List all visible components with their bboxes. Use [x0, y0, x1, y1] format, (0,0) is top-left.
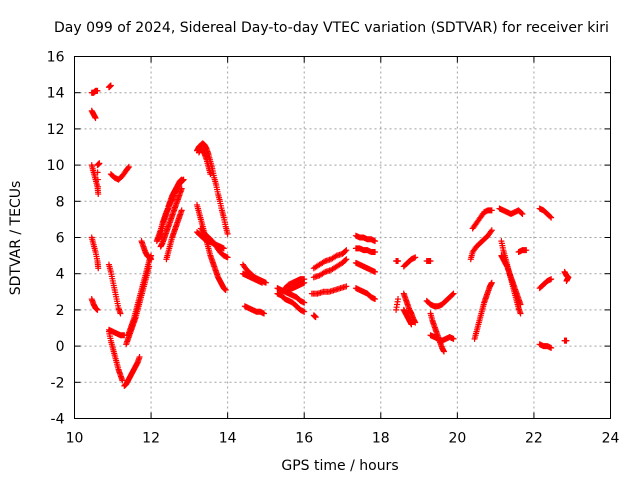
data-point	[488, 227, 495, 234]
data-point	[178, 176, 185, 183]
data-point	[259, 279, 266, 286]
y-tick-label: 6	[56, 231, 65, 247]
data-point	[563, 337, 570, 344]
x-tick-label: 20	[448, 431, 466, 447]
data-point	[547, 213, 554, 220]
data-point	[342, 248, 349, 255]
data-point	[427, 258, 434, 265]
data-point	[94, 306, 101, 313]
data-point	[393, 306, 400, 313]
data-point	[148, 256, 155, 263]
y-tick-label: 14	[47, 86, 65, 102]
data-point	[372, 248, 379, 255]
data-point	[95, 265, 102, 272]
data-point	[220, 245, 227, 252]
x-axis-title: GPS time / hours	[281, 458, 398, 474]
data-point	[301, 299, 308, 306]
x-tick-label: 24	[602, 431, 620, 447]
data-point	[117, 310, 124, 317]
data-point	[125, 163, 132, 170]
data-point	[95, 191, 102, 198]
x-tick-label: 18	[372, 431, 390, 447]
x-tick-label: 12	[142, 431, 160, 447]
data-point	[207, 171, 214, 178]
chart-title: Day 099 of 2024, Sidereal Day-to-day VTE…	[54, 20, 609, 36]
data-point	[395, 258, 402, 265]
data-point	[440, 348, 447, 355]
data-point	[92, 115, 99, 122]
y-tick-label: 10	[47, 158, 65, 174]
plot-frame	[74, 56, 611, 419]
data-points	[88, 82, 572, 389]
data-point	[517, 310, 524, 317]
data-point	[518, 210, 525, 217]
data-point	[548, 214, 555, 221]
data-point	[563, 277, 570, 284]
y-tick-label: -4	[51, 412, 65, 428]
data-point	[343, 256, 350, 263]
data-point	[222, 286, 229, 293]
data-point	[178, 185, 185, 192]
data-point	[224, 254, 231, 261]
x-tick-label: 14	[219, 431, 237, 447]
grid	[74, 56, 611, 419]
data-point	[96, 160, 103, 167]
data-point	[136, 353, 143, 360]
data-point	[119, 377, 126, 384]
data-point	[372, 268, 379, 275]
x-tick-label: 22	[525, 431, 543, 447]
y-tick-label: 2	[56, 303, 65, 319]
data-point	[301, 279, 308, 286]
y-axis-title: SDTVAR / TECUs	[8, 181, 24, 296]
data-point	[224, 230, 231, 237]
data-point	[450, 335, 457, 342]
data-point	[94, 176, 101, 183]
data-point	[178, 207, 185, 214]
y-tick-label: 4	[56, 267, 65, 283]
data-point	[372, 238, 379, 245]
data-point	[94, 87, 101, 94]
data-point	[312, 314, 319, 321]
data-point	[487, 228, 494, 235]
data-point	[343, 247, 350, 254]
data-point	[301, 308, 308, 315]
data-point	[488, 207, 495, 214]
data-point	[519, 210, 526, 217]
data-point	[408, 321, 415, 328]
data-point	[548, 276, 555, 283]
y-tick-label: 8	[56, 194, 65, 210]
data-point	[488, 279, 495, 286]
data-point	[107, 82, 114, 89]
data-point	[95, 183, 102, 190]
data-point	[412, 254, 419, 261]
data-point	[372, 296, 379, 303]
data-point	[261, 310, 268, 317]
y-tick-label: -2	[51, 375, 65, 391]
data-point	[125, 164, 132, 171]
data-point	[523, 247, 530, 254]
data-point	[94, 169, 101, 176]
x-tick-label: 16	[295, 431, 313, 447]
y-tick-label: 16	[47, 50, 65, 66]
data-point	[449, 291, 456, 298]
y-tick-label: 12	[47, 122, 65, 138]
data-point	[517, 301, 524, 308]
x-tick-label: 10	[66, 431, 84, 447]
y-tick-label: 0	[56, 339, 65, 355]
data-point	[342, 257, 349, 264]
data-point	[450, 290, 457, 297]
data-point	[343, 283, 350, 290]
data-point	[548, 344, 555, 351]
